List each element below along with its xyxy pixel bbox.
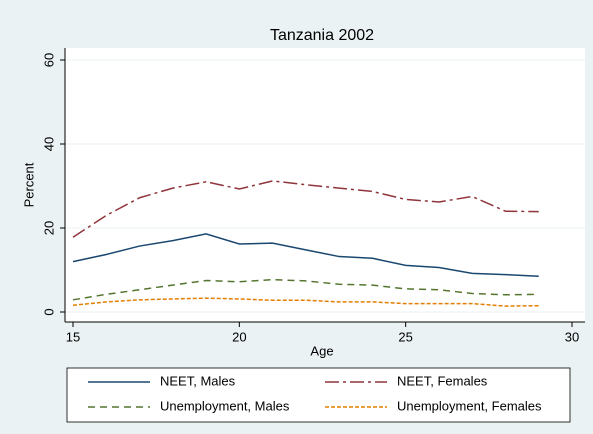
y-axis-title: Percent [21, 162, 36, 207]
legend [66, 367, 571, 423]
plot-area [65, 48, 585, 322]
legend-label: Unemployment, Males [160, 398, 290, 413]
legend-label: NEET, Males [160, 373, 236, 388]
legend-label: Unemployment, Females [397, 398, 542, 413]
x-tick-label: 25 [398, 329, 412, 344]
y-tick-label: 60 [41, 53, 56, 67]
x-axis-title: Age [310, 343, 333, 358]
legend-label: NEET, Females [397, 373, 488, 388]
y-tick-label: 40 [41, 137, 56, 151]
x-tick-label: 30 [565, 329, 579, 344]
x-tick-label: 20 [232, 329, 246, 344]
chart-title: Tanzania 2002 [270, 27, 374, 44]
series-line [72, 278, 539, 301]
y-tick-label: 20 [41, 221, 56, 235]
series-line [72, 180, 539, 238]
y-tick-label: 0 [41, 308, 56, 315]
x-tick-label: 15 [66, 329, 80, 344]
series-line [72, 233, 539, 278]
